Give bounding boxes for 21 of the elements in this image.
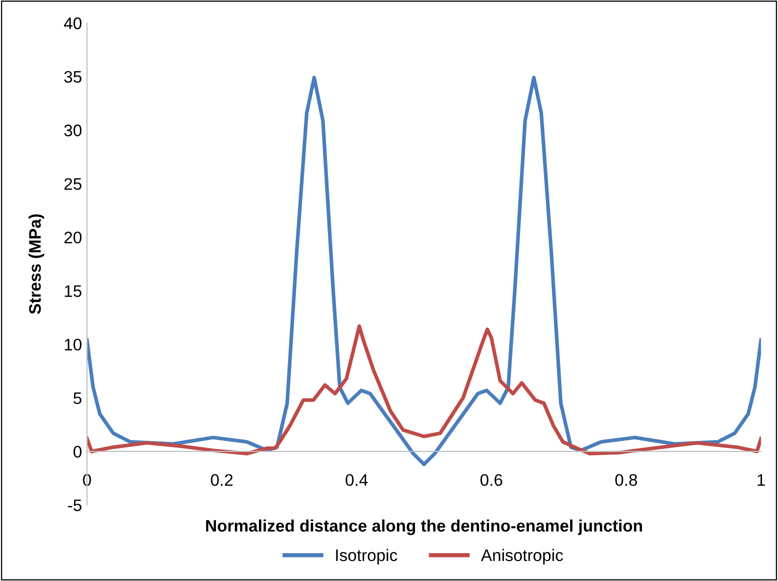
y-tick-label: 15 <box>64 285 82 297</box>
y-tick-label: 20 <box>64 232 82 244</box>
x-tick-label: 0.4 <box>346 474 368 486</box>
line-series <box>87 76 761 466</box>
x-tick-label: 0.6 <box>480 474 502 486</box>
y-tick-label: 5 <box>74 392 82 404</box>
y-tick-label: 0 <box>74 446 82 458</box>
x-tick-label: 0.8 <box>615 474 638 486</box>
legend-label: Anisotropic <box>480 548 563 564</box>
x-tick-label: 1 <box>758 474 765 486</box>
y-tick-label: 10 <box>64 338 82 351</box>
y-tick-label: 35 <box>64 70 82 83</box>
y-tick-label: 25 <box>64 178 82 190</box>
x-tick-label: 0.2 <box>210 474 233 486</box>
y-tick-label: 30 <box>64 124 82 136</box>
y-axis-title: Stress (MPa) <box>28 214 44 314</box>
line-series <box>87 324 761 456</box>
y-tick-label: 40 <box>64 17 82 30</box>
y-tick-label: -5 <box>68 500 82 512</box>
x-axis-title: Normalized distance along the dentino-enamel junction <box>206 519 642 536</box>
legend-label: Isotropic <box>336 548 398 564</box>
